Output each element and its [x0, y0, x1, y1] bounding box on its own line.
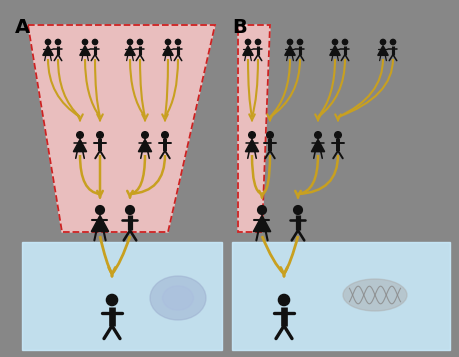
Circle shape [161, 132, 168, 138]
Circle shape [332, 39, 337, 45]
Circle shape [341, 39, 347, 45]
Circle shape [175, 39, 180, 45]
Polygon shape [245, 139, 258, 152]
Ellipse shape [162, 286, 193, 310]
Circle shape [55, 39, 61, 45]
Polygon shape [231, 242, 449, 350]
Ellipse shape [342, 279, 406, 311]
Circle shape [287, 39, 292, 45]
Polygon shape [79, 46, 90, 55]
Circle shape [266, 132, 273, 138]
Polygon shape [311, 139, 324, 152]
Circle shape [278, 295, 289, 306]
Text: B: B [231, 18, 246, 37]
Polygon shape [377, 46, 387, 55]
Polygon shape [329, 46, 340, 55]
Circle shape [92, 39, 97, 45]
Polygon shape [91, 215, 108, 232]
Polygon shape [242, 46, 253, 55]
Polygon shape [253, 215, 270, 232]
Circle shape [106, 295, 118, 306]
Polygon shape [138, 139, 151, 152]
Polygon shape [284, 46, 295, 55]
Circle shape [82, 39, 87, 45]
Polygon shape [124, 46, 135, 55]
Circle shape [245, 39, 250, 45]
Circle shape [165, 39, 170, 45]
Circle shape [297, 39, 302, 45]
Circle shape [380, 39, 385, 45]
Circle shape [77, 132, 83, 138]
Circle shape [334, 132, 341, 138]
Circle shape [137, 39, 142, 45]
Ellipse shape [150, 276, 206, 320]
Polygon shape [22, 242, 222, 350]
Circle shape [95, 206, 104, 214]
Circle shape [45, 39, 50, 45]
Polygon shape [43, 46, 53, 55]
Circle shape [248, 132, 255, 138]
Polygon shape [73, 139, 86, 152]
Circle shape [255, 39, 260, 45]
Text: A: A [15, 18, 30, 37]
Circle shape [96, 132, 103, 138]
Circle shape [390, 39, 395, 45]
Polygon shape [28, 25, 214, 232]
Polygon shape [237, 25, 269, 232]
Circle shape [293, 206, 302, 214]
Polygon shape [162, 46, 173, 55]
Circle shape [125, 206, 134, 214]
Circle shape [141, 132, 148, 138]
Circle shape [314, 132, 321, 138]
Circle shape [127, 39, 132, 45]
Circle shape [257, 206, 266, 214]
